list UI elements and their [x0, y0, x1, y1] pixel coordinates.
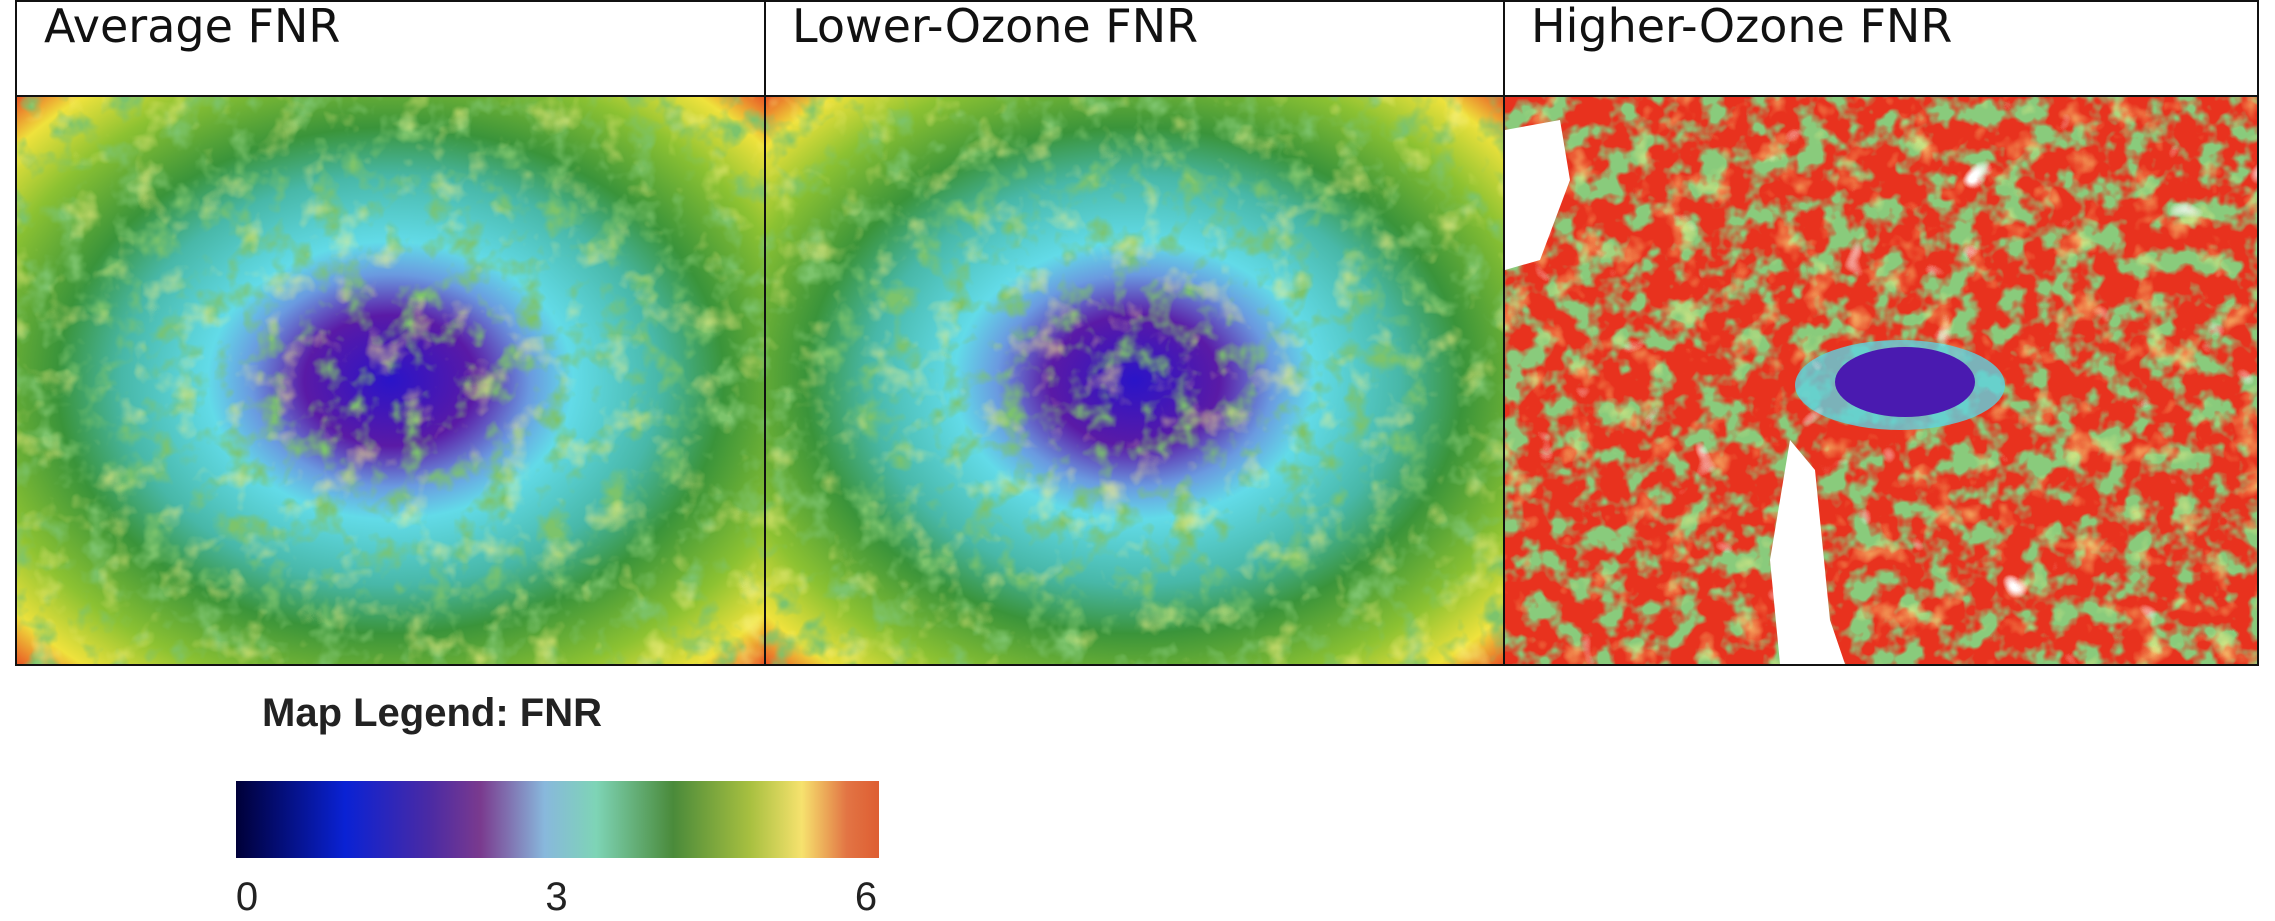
tick-label: 6: [855, 875, 877, 919]
panel-title: Average FNR: [44, 0, 340, 53]
legend-title: Map Legend: FNR: [262, 691, 602, 735]
tick-label: 3: [545, 875, 567, 919]
map-average: [17, 97, 764, 664]
panel-title: Higher-Ozone FNR: [1531, 0, 1952, 53]
panel-frame: [15, 0, 2259, 666]
legend-ticks: 0 3 6: [236, 875, 877, 919]
panel-title: Lower-Ozone FNR: [792, 0, 1198, 53]
map-higher-ozone: [1505, 97, 2257, 664]
map-lower-ozone: [766, 97, 1503, 664]
tick-label: 0: [236, 875, 258, 919]
colorbar: [236, 781, 879, 858]
